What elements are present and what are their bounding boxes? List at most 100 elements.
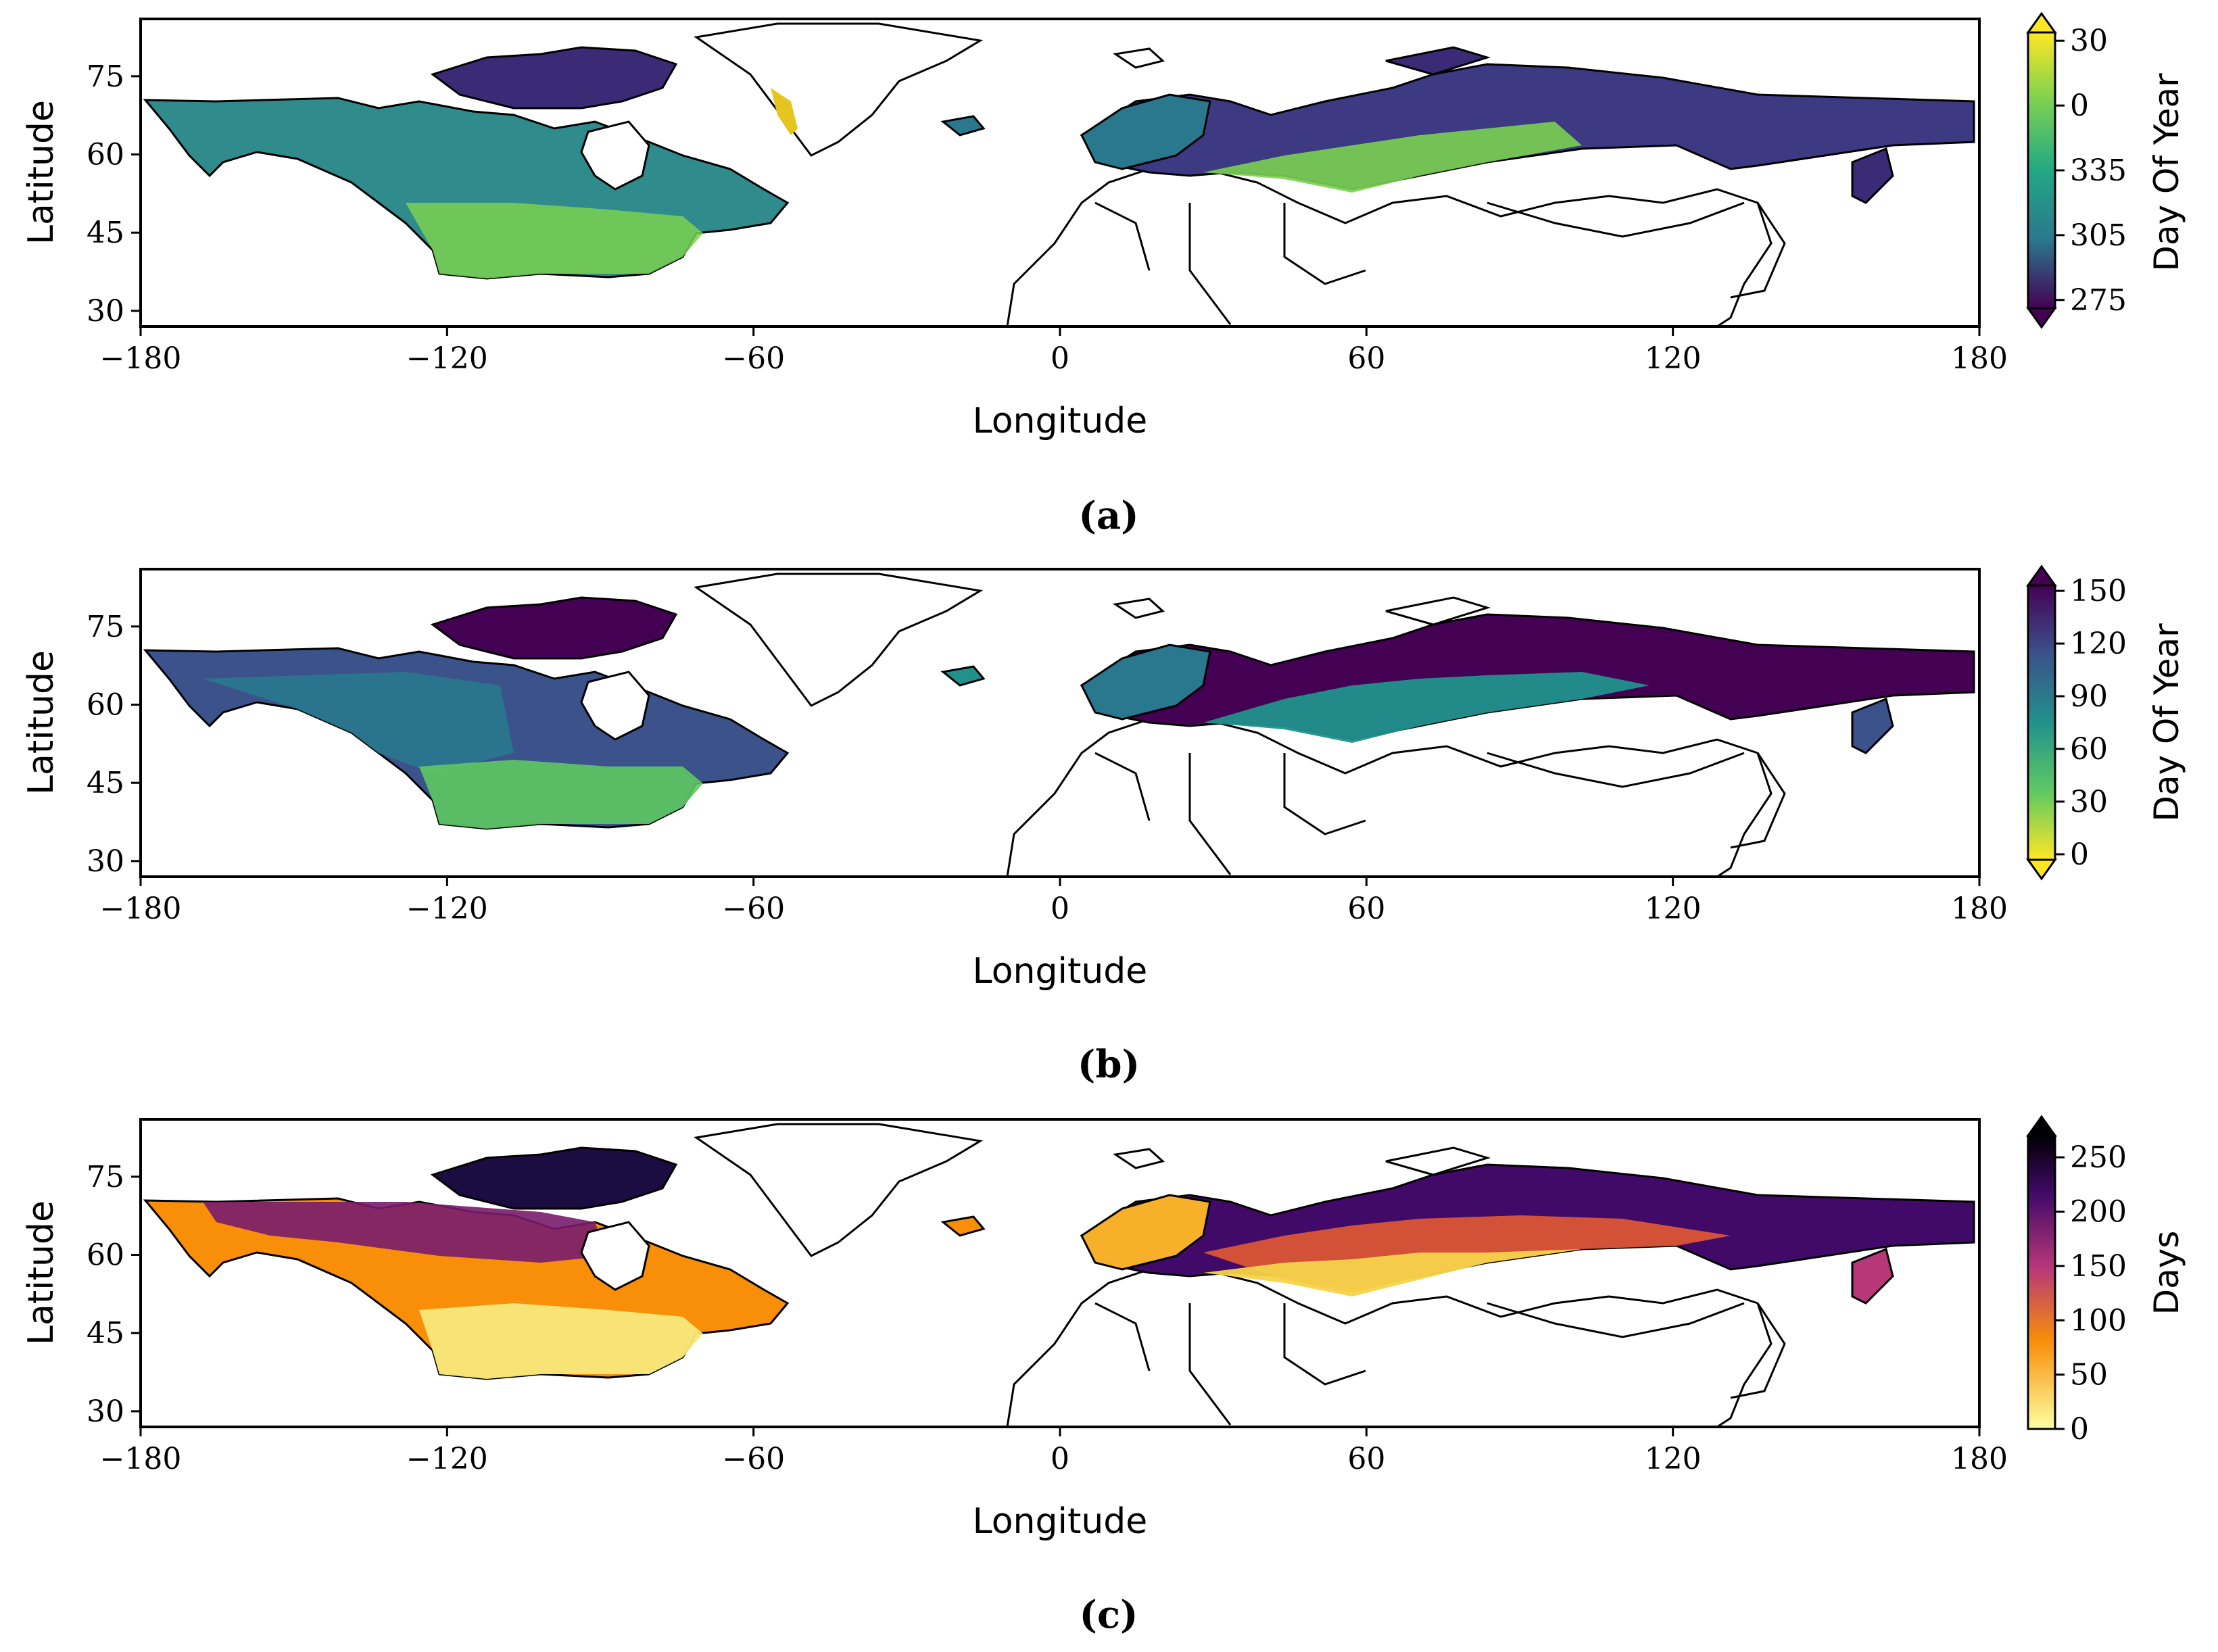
greenland-b bbox=[694, 573, 984, 707]
iceland-c bbox=[940, 1215, 986, 1237]
x-ticks-c: −180 −120 −60 0 60 120 180 bbox=[100, 1427, 2008, 1476]
y-tick-label: 60 bbox=[87, 688, 124, 723]
x-tick-label: −120 bbox=[406, 892, 488, 926]
scandinavia-b bbox=[1080, 643, 1211, 721]
map-content-b bbox=[143, 573, 1975, 878]
colorbar-tick-label: 30 bbox=[2070, 785, 2108, 819]
colorbar-a: 30 0 335 305 275 Day Of Year bbox=[2026, 11, 2186, 329]
y-tick-label: 45 bbox=[87, 766, 124, 800]
eurasia-outline-b bbox=[1006, 718, 1773, 878]
x-tick-label: 60 bbox=[1347, 1442, 1385, 1476]
eurasia-south-band-a bbox=[1203, 122, 1582, 193]
x-tick-label: 60 bbox=[1347, 341, 1385, 376]
caption-b: (b) bbox=[1078, 1042, 1140, 1087]
scandinavia-a bbox=[1080, 93, 1211, 170]
north-america-south-b bbox=[419, 760, 703, 829]
y-tick-label: 30 bbox=[87, 1394, 124, 1429]
svalbard-c bbox=[1112, 1148, 1165, 1169]
y-axis-label-b: Latitude bbox=[21, 650, 62, 795]
colorbar-tick-label: 120 bbox=[2070, 627, 2127, 661]
eurasia-south-band-b bbox=[1203, 672, 1649, 743]
svalbard-b bbox=[1112, 598, 1165, 619]
x-tick-label: −180 bbox=[100, 341, 182, 376]
scandinavia-c bbox=[1080, 1194, 1211, 1271]
greenland-west-edge-a bbox=[771, 88, 798, 135]
x-tick-label: −60 bbox=[722, 892, 785, 926]
x-axis-label-b: Longitude bbox=[973, 951, 1148, 992]
colorbar-body-c bbox=[2027, 1134, 2056, 1430]
colorbar-tick-label: 250 bbox=[2070, 1140, 2127, 1175]
hudson-bay-a bbox=[580, 120, 650, 191]
colorbar-extend-bottom-a bbox=[2026, 307, 2057, 329]
eurasia-outline-a bbox=[1006, 168, 1773, 328]
y-axis-label-a: Latitude bbox=[21, 100, 62, 245]
colorbar-tick-label: 305 bbox=[2070, 218, 2127, 253]
y-ticks-c: 30 45 60 75 bbox=[87, 1160, 141, 1429]
y-tick-label: 30 bbox=[87, 844, 124, 879]
colorbar-extend-top-b bbox=[2026, 564, 2057, 587]
x-tick-label: 0 bbox=[1051, 892, 1069, 926]
x-tick-label: −120 bbox=[406, 341, 488, 376]
x-ticks-b: −180 −120 −60 0 60 120 180 bbox=[100, 877, 2008, 926]
colorbar-tick-label: 100 bbox=[2070, 1303, 2127, 1338]
colorbar-b: 150 120 90 60 30 0 Day Of Year bbox=[2026, 564, 2186, 881]
y-tick-label: 45 bbox=[87, 1316, 124, 1351]
x-tick-label: 180 bbox=[1951, 1442, 2008, 1476]
novaya-zemlya-a bbox=[1385, 46, 1491, 76]
colorbar-tick-label: 90 bbox=[2070, 679, 2108, 714]
north-america-arctic-a bbox=[430, 46, 678, 110]
y-tick-label: 75 bbox=[87, 610, 124, 644]
y-tick-label: 60 bbox=[87, 138, 124, 172]
north-america-arctic-c bbox=[430, 1146, 678, 1210]
y-tick-label: 75 bbox=[87, 59, 124, 94]
colorbar-body-a bbox=[2027, 31, 2056, 310]
east-asia-outline-a bbox=[1094, 201, 1786, 325]
north-america-west-b bbox=[203, 672, 514, 773]
colorbar-extend-bottom-b bbox=[2026, 858, 2057, 881]
kamchatka-a bbox=[1851, 147, 1894, 204]
colorbar-tick-label: 50 bbox=[2070, 1358, 2108, 1392]
x-tick-label: −60 bbox=[722, 1442, 785, 1476]
y-ticks-b: 30 45 60 75 bbox=[87, 610, 141, 879]
y-tick-label: 45 bbox=[87, 216, 124, 250]
colorbar-tick-label: 30 bbox=[2070, 24, 2108, 58]
x-tick-label: 180 bbox=[1951, 341, 2008, 376]
x-tick-label: −180 bbox=[100, 1442, 182, 1476]
colorbar-tick-label: 275 bbox=[2070, 283, 2127, 318]
north-america-south-c bbox=[419, 1303, 703, 1379]
caption-a: (a) bbox=[1078, 493, 1138, 538]
y-axis-label-c: Latitude bbox=[21, 1200, 62, 1345]
novaya-zemlya-c bbox=[1385, 1146, 1491, 1176]
novaya-zemlya-b bbox=[1385, 596, 1491, 626]
hudson-bay-c bbox=[580, 1221, 650, 1291]
east-asia-outline-c bbox=[1094, 1302, 1786, 1426]
colorbar-ticks-a: 30 0 335 305 275 bbox=[2055, 24, 2127, 318]
x-tick-label: 0 bbox=[1051, 341, 1069, 376]
colorbar-extend-top-a bbox=[2026, 11, 2057, 34]
north-america-south-a bbox=[406, 203, 703, 278]
kamchatka-b bbox=[1851, 697, 1894, 754]
y-ticks-a: 30 45 60 75 bbox=[87, 59, 141, 329]
colorbar-tick-label: 335 bbox=[2070, 153, 2127, 188]
x-axis-label-a: Longitude bbox=[973, 401, 1148, 441]
colorbar-tick-label: 150 bbox=[2070, 574, 2127, 608]
colorbar-body-b bbox=[2027, 584, 2056, 861]
y-tick-label: 60 bbox=[87, 1238, 124, 1273]
eurasia-outline-c bbox=[1006, 1268, 1773, 1428]
greenland-a bbox=[694, 22, 984, 157]
x-tick-label: −180 bbox=[100, 892, 182, 926]
greenland-c bbox=[694, 1123, 984, 1257]
x-ticks-a: −180 −120 −60 0 60 120 180 bbox=[100, 326, 2008, 376]
colorbar-tick-label: 150 bbox=[2070, 1249, 2127, 1284]
x-tick-label: 120 bbox=[1645, 1442, 1702, 1476]
colorbar-tick-label: 0 bbox=[2070, 1412, 2089, 1447]
colorbar-c: 250 200 150 100 50 0 Days bbox=[2026, 1115, 2186, 1447]
y-tick-label: 30 bbox=[87, 294, 124, 329]
colorbar-label-c: Days bbox=[2147, 1231, 2186, 1315]
colorbar-tick-label: 0 bbox=[2070, 89, 2089, 123]
x-tick-label: 120 bbox=[1645, 341, 1702, 376]
x-axis-label-c: Longitude bbox=[973, 1501, 1148, 1542]
